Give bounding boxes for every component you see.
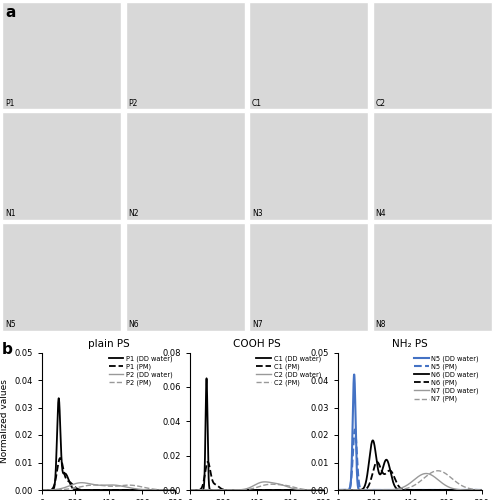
- Legend: C1 (DD water), C1 (PM), C2 (DD water), C2 (PM): C1 (DD water), C1 (PM), C2 (DD water), C…: [255, 354, 322, 387]
- Text: N8: N8: [375, 320, 386, 329]
- Text: N7: N7: [252, 320, 263, 329]
- FancyBboxPatch shape: [2, 224, 121, 331]
- FancyBboxPatch shape: [2, 112, 121, 220]
- FancyBboxPatch shape: [249, 112, 368, 220]
- FancyBboxPatch shape: [249, 2, 368, 109]
- FancyBboxPatch shape: [249, 224, 368, 331]
- Title: plain PS: plain PS: [88, 339, 129, 349]
- Title: COOH PS: COOH PS: [233, 339, 281, 349]
- FancyBboxPatch shape: [373, 112, 492, 220]
- FancyBboxPatch shape: [373, 2, 492, 109]
- Text: N3: N3: [252, 210, 263, 218]
- Text: N5: N5: [5, 320, 16, 329]
- Text: C2: C2: [375, 98, 385, 108]
- FancyBboxPatch shape: [126, 224, 245, 331]
- Legend: N5 (DD water), N5 (PM), N6 (DD water), N6 (PM), N7 (DD water), N7 (PM): N5 (DD water), N5 (PM), N6 (DD water), N…: [413, 354, 480, 403]
- Title: NH₂ PS: NH₂ PS: [392, 339, 428, 349]
- Text: N2: N2: [128, 210, 139, 218]
- Legend: P1 (DD water), P1 (PM), P2 (DD water), P2 (PM): P1 (DD water), P1 (PM), P2 (DD water), P…: [108, 354, 173, 387]
- FancyBboxPatch shape: [126, 112, 245, 220]
- Text: C1: C1: [252, 98, 262, 108]
- Y-axis label: Normalized values: Normalized values: [0, 380, 9, 463]
- FancyBboxPatch shape: [126, 2, 245, 109]
- Text: b: b: [2, 342, 13, 356]
- Text: P1: P1: [5, 98, 14, 108]
- Text: N4: N4: [375, 210, 386, 218]
- FancyBboxPatch shape: [373, 224, 492, 331]
- Text: N1: N1: [5, 210, 15, 218]
- Text: a: a: [5, 5, 15, 20]
- Text: N6: N6: [128, 320, 139, 329]
- Text: P2: P2: [128, 98, 138, 108]
- FancyBboxPatch shape: [2, 2, 121, 109]
